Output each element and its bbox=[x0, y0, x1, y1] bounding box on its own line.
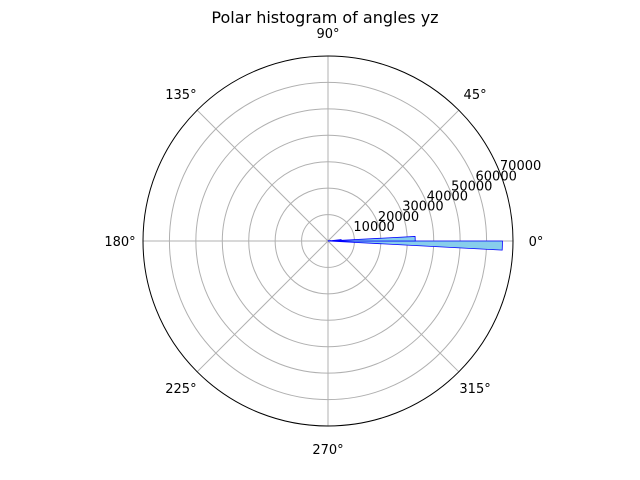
angle-tick-label: 225° bbox=[165, 382, 196, 397]
radial-tick-label: 40000 bbox=[427, 190, 468, 205]
angle-tick-label: 90° bbox=[316, 27, 339, 42]
histogram-bars bbox=[327, 236, 503, 251]
angle-tick-label: 270° bbox=[312, 443, 343, 458]
angle-tick-label: 180° bbox=[104, 235, 135, 250]
radial-tick-label: 10000 bbox=[353, 220, 394, 235]
radial-tick-label: 60000 bbox=[476, 169, 517, 184]
radial-tick-label: 50000 bbox=[451, 179, 492, 194]
angle-tick-labels: 0° 45° 90° 135° 180° 225° 270° 315° bbox=[104, 27, 543, 458]
histogram-bar bbox=[327, 236, 416, 242]
angular-gridline bbox=[196, 109, 329, 242]
angle-tick-label: 135° bbox=[165, 88, 196, 103]
radial-tick-label: 70000 bbox=[500, 159, 541, 174]
radial-tick-label: 20000 bbox=[378, 210, 419, 225]
angle-tick-label: 315° bbox=[459, 382, 490, 397]
histogram-bar bbox=[327, 239, 342, 242]
angle-tick-label: 45° bbox=[464, 88, 487, 103]
chart-title: Polar histogram of angles yz bbox=[211, 8, 438, 27]
histogram-bar bbox=[327, 240, 503, 251]
polar-frame bbox=[142, 55, 514, 427]
angular-gridline bbox=[196, 240, 329, 373]
angle-tick-label: 0° bbox=[529, 235, 544, 250]
angular-gridline bbox=[327, 109, 460, 242]
radial-tick-label: 30000 bbox=[402, 200, 443, 215]
angular-gridline bbox=[327, 240, 460, 373]
